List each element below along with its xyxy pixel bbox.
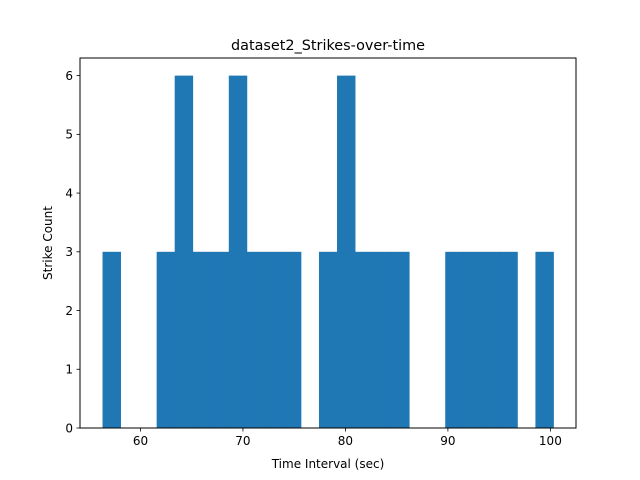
y-axis-ticks: 0 1 2 3 4 5 6 [65, 69, 80, 435]
y-tick-label: 2 [65, 304, 73, 318]
histogram-bar-14 [355, 251, 374, 428]
histogram-bar-19 [445, 251, 464, 428]
x-axis-label: Time Interval (sec) [271, 457, 385, 471]
y-tick-label: 6 [65, 69, 73, 83]
x-tick-label: 60 [133, 434, 148, 448]
histogram-bar-24 [535, 251, 554, 428]
y-tick-label: 5 [65, 128, 73, 142]
bars-group [102, 75, 554, 428]
histogram-bar-15 [373, 251, 392, 428]
histogram-bar-9 [264, 251, 284, 428]
x-tick-label: 100 [539, 434, 562, 448]
histogram-bar-20 [463, 251, 482, 428]
histogram-bar-4 [174, 75, 194, 428]
histogram-bar-7 [228, 75, 248, 428]
y-tick-label: 3 [65, 245, 73, 259]
x-axis-ticks: 60 70 80 90 100 [133, 428, 562, 448]
y-axis-label: Strike Count [41, 206, 55, 280]
histogram-bar-10 [282, 251, 302, 428]
histogram-bar-0 [102, 251, 121, 428]
x-tick-label: 70 [235, 434, 250, 448]
histogram-bar-12 [318, 251, 338, 428]
chart-title: dataset2_Strikes-over-time [231, 38, 425, 54]
histogram-bar-5 [192, 251, 212, 428]
plot-area-frame [79, 57, 577, 429]
y-tick-label: 1 [65, 363, 73, 377]
histogram-bar-21 [481, 251, 500, 428]
histogram-bar-16 [391, 251, 410, 428]
histogram-bar-3 [156, 251, 176, 428]
x-tick-label: 90 [440, 434, 455, 448]
histogram-bar-13 [337, 75, 356, 428]
y-tick-label: 4 [65, 186, 73, 200]
x-tick-label: 80 [338, 434, 353, 448]
y-tick-label: 0 [65, 421, 73, 435]
histogram-bar-6 [210, 251, 230, 428]
histogram-bar-8 [246, 251, 266, 428]
histogram-bar-22 [499, 251, 518, 428]
